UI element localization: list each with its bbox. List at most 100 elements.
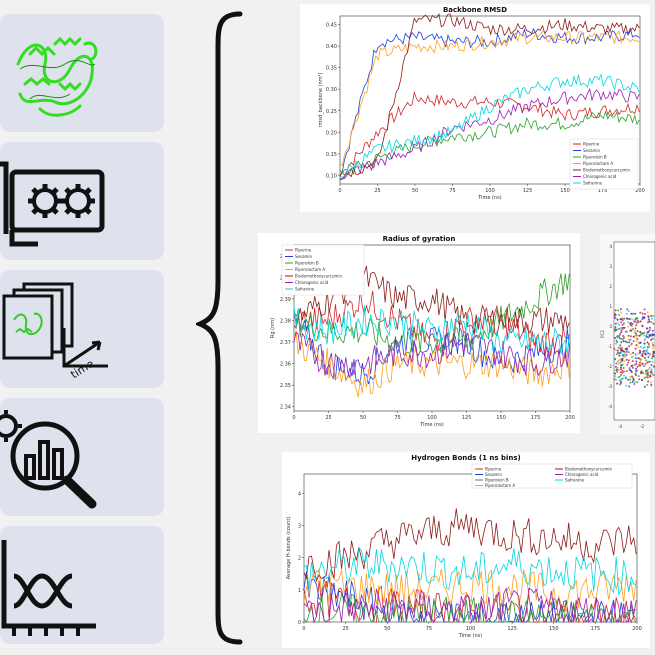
x-tick-label: 0 [292,415,295,421]
pca-point [649,371,652,374]
legend-label: Piperolein B [485,478,509,483]
pca-point [648,375,651,377]
pca-point [634,331,637,334]
pca-point [635,360,638,363]
pca-point [643,385,646,388]
pca-point [644,353,647,356]
pca-point [622,340,625,343]
series-line-safranine [293,305,570,355]
pca-point [625,384,628,387]
pca-point [650,314,653,317]
series-line-piperolactam-a [303,568,637,613]
y-tick-label: 0.10 [326,173,337,179]
x-tick-label: 150 [496,415,506,421]
series-line-piperolein-b [303,593,637,624]
pca-point [613,330,616,333]
x-tick-label: 50 [384,626,390,632]
pca-point [628,318,631,321]
pca-point [646,361,649,364]
pca-point [625,330,628,333]
hbond-title: Hydrogen Bonds (1 ns bins) [411,454,521,462]
series-line-bisdemethoxycurcumin [339,13,640,181]
pca-point [646,327,648,330]
pca-point [646,311,649,314]
legend-label: Piperolein B [295,261,319,266]
pca-point [633,320,636,323]
pca-point [647,321,649,324]
series-line-safranine [339,73,640,178]
pca-point [619,308,622,310]
x-tick-label: 125 [462,415,472,421]
pca-point [624,355,627,358]
series-line-chlorogenic-acid [293,331,570,380]
pca-point [628,345,631,348]
rmsd-plot-area: 0 25 50 75 100 125 150 175 200 0.10 0.15 0.20 0.25 0.… [318,13,645,201]
pca-point [647,380,650,383]
x-tick-label: 175 [591,626,601,632]
y-tick-label: 2.39 [280,297,291,303]
pca-point [623,370,625,373]
pca-point [614,326,617,329]
pca-point [617,369,620,372]
legend-label: Piperine [583,142,600,147]
pca-point [630,335,632,338]
pca-point [619,318,622,321]
pca-point [635,344,638,347]
pca-point [623,353,626,356]
x-tick-label: 200 [632,626,642,632]
y-axis-label: Average H-bonds (count) [286,517,292,580]
pca-point [639,345,642,348]
pca-point [637,375,640,378]
pca-point [646,376,649,379]
pca-y-tick: 3 [609,264,612,269]
panel-protein [0,14,164,132]
pca-point [633,383,636,385]
pca-point [632,312,635,315]
x-tick-label: 150 [549,626,559,632]
pca-point [634,380,637,383]
pca-point [648,360,651,363]
pca-point [620,331,623,334]
legend-box [471,463,633,489]
pca-point [630,371,633,373]
pca-point [650,321,653,324]
hbond-plot-area: 0 25 50 75 100 125 150 175 200 0 1 2 3 4 Time (ns) Aver… [286,463,642,639]
pca-point [636,319,639,322]
pca-point [645,335,648,338]
pca-point [637,357,640,360]
pca-point [615,349,618,352]
pca-point [629,376,632,379]
pca-point [616,318,619,321]
series-line-piperolactam-a [339,30,640,167]
pca-point [616,368,619,371]
pca-point [631,366,634,369]
pca-point [647,331,650,334]
pca-point [624,377,627,380]
pca-point [617,351,620,354]
pca-point [628,385,631,388]
pca-point [629,369,631,372]
rg-plot-area: 0 25 50 75 100 125 150 175 200 2.34 2.35 2.36 2.37 2.… [270,244,575,428]
hbond-figure: Hydrogen Bonds (1 ns bins) 0 25 50 75 100 125… [282,452,650,648]
pca-point [622,367,625,369]
pca-point [625,370,628,373]
pca-point [617,327,620,330]
pca-point [641,318,644,320]
pca-point [639,358,642,361]
pca-point [650,381,653,384]
pca-point [651,329,654,332]
pca-point [614,322,617,325]
x-tick-label: 100 [427,415,437,421]
pca-point [617,309,620,312]
pca-x-tick: -2 [640,424,644,429]
pca-point [613,314,616,317]
y-tick-label: 1 [298,588,301,594]
pca-point [652,355,655,358]
pca-point [618,354,621,357]
pca-point [616,321,619,324]
pca-point [619,344,622,347]
pca-point [629,344,632,347]
pca-point [638,378,641,381]
pca-point [650,383,653,386]
x-tick-label: 25 [374,188,380,194]
